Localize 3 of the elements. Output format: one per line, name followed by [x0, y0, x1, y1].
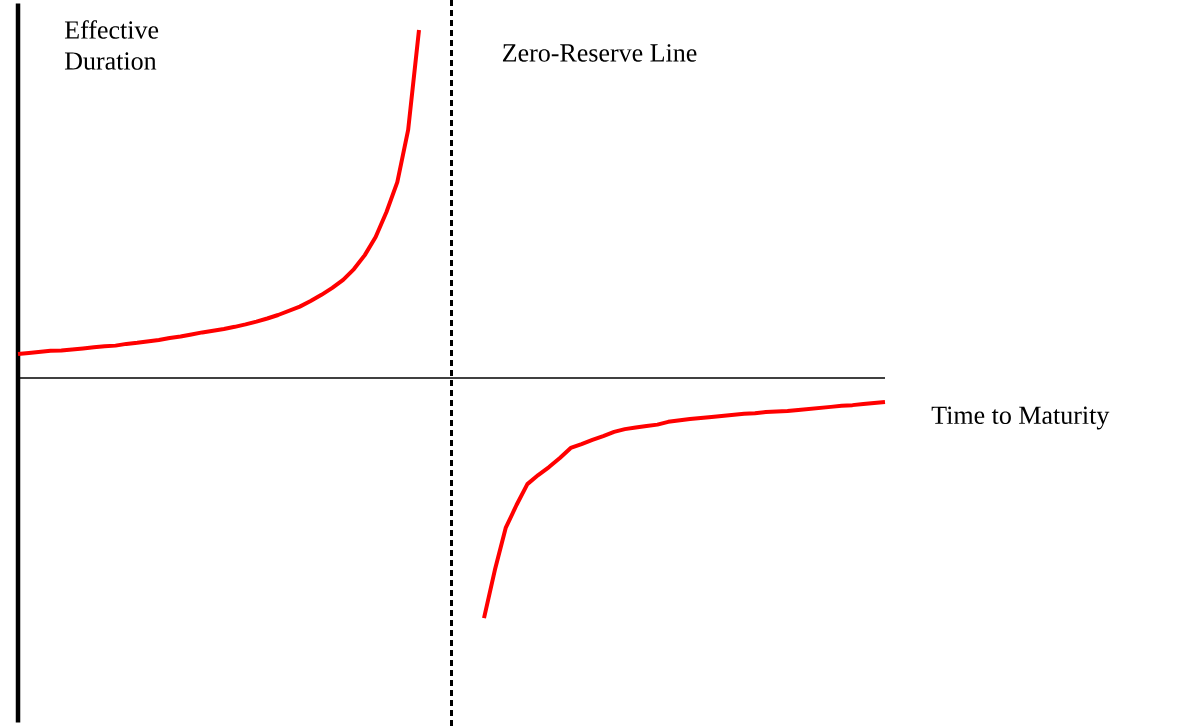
- y-axis-title: Effective Duration: [64, 20, 159, 70]
- annotation: Zero-Reserve Line: [502, 44, 697, 62]
- x-axis-title: Time to Maturity: [931, 406, 1110, 430]
